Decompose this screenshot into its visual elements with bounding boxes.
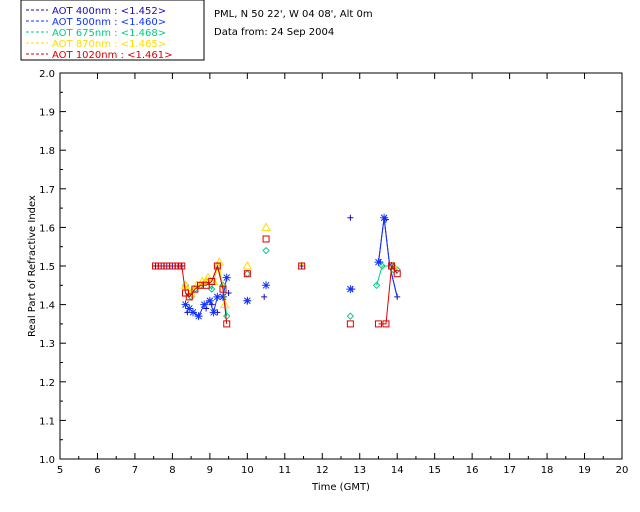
series-group <box>181 213 398 321</box>
x-tick-label: 11 <box>278 465 291 476</box>
data-point <box>189 308 198 317</box>
data-point <box>218 292 227 301</box>
legend-entry: AOT 500nm : <1.460> <box>52 17 166 28</box>
data-point <box>346 320 354 328</box>
y-tick-label: 1.0 <box>39 455 55 466</box>
series-group <box>152 235 401 328</box>
series-line-tail <box>378 217 398 298</box>
data-point <box>261 293 268 300</box>
data-point <box>180 280 191 289</box>
data-point <box>298 262 306 270</box>
data-point <box>262 246 270 255</box>
data-point <box>225 290 232 297</box>
data-point <box>178 262 186 270</box>
y-tick-label: 1.3 <box>39 339 55 350</box>
x-tick-label: 8 <box>169 465 175 476</box>
series-line <box>155 264 228 324</box>
y-axis-label: Real Part of Refractive Index <box>27 195 38 337</box>
data-point <box>203 272 213 282</box>
data-point <box>243 270 251 278</box>
y-tick-label: 1.9 <box>39 108 55 119</box>
data-point <box>378 262 386 270</box>
data-point <box>194 312 203 321</box>
y-tick-label: 1.1 <box>39 416 55 427</box>
data-point <box>174 262 182 270</box>
y-tick-label: 1.5 <box>39 262 55 273</box>
data-point <box>347 214 354 221</box>
legend-entry: AOT 1020nm : <1.461> <box>52 50 172 61</box>
y-tick-label: 1.7 <box>39 185 55 196</box>
x-tick-label: 18 <box>541 465 554 476</box>
data-point <box>222 273 231 282</box>
data-point <box>213 292 222 301</box>
x-tick-label: 16 <box>466 465 479 476</box>
data-point <box>200 300 209 309</box>
data-point <box>191 285 199 293</box>
data-point <box>209 308 218 317</box>
x-tick-label: 15 <box>428 465 441 476</box>
y-tick-label: 1.4 <box>39 301 55 312</box>
date-info: Data from: 24 Sep 2004 <box>214 27 334 38</box>
data-point <box>346 285 355 294</box>
data-point <box>208 277 216 285</box>
y-tick-label: 1.6 <box>39 223 55 234</box>
data-point <box>181 300 190 309</box>
x-tick-label: 13 <box>353 465 366 476</box>
legend-entry: AOT 400nm : <1.452> <box>52 6 166 17</box>
data-point <box>243 296 252 305</box>
data-point <box>380 213 389 222</box>
data-point <box>182 289 190 297</box>
y-tick-label: 1.8 <box>39 146 55 157</box>
x-tick-label: 7 <box>132 465 138 476</box>
data-point <box>243 270 252 278</box>
x-axis-label: Time (GMT) <box>311 482 370 493</box>
x-tick-label: 19 <box>578 465 591 476</box>
x-tick-label: 20 <box>616 465 629 476</box>
data-point <box>219 285 227 293</box>
data-point <box>262 235 270 243</box>
x-tick-label: 10 <box>241 465 254 476</box>
legend-entry: AOT 870nm : <1.465> <box>52 39 166 50</box>
data-point <box>205 296 214 305</box>
data-point <box>372 281 381 290</box>
data-point <box>374 258 383 267</box>
data-point <box>213 262 221 270</box>
data-point <box>262 281 271 290</box>
station-info: PML, N 50 22', W 04 08', Alt 0m <box>214 9 373 20</box>
x-tick-label: 9 <box>207 465 213 476</box>
data-point <box>346 312 355 320</box>
data-point <box>374 320 382 328</box>
data-point <box>242 260 253 270</box>
x-tick-label: 17 <box>503 465 516 476</box>
data-point <box>185 293 193 301</box>
series-layer <box>152 213 401 328</box>
data-point <box>393 270 401 278</box>
series-group <box>152 214 401 320</box>
data-point <box>208 285 216 293</box>
y-tick-label: 1.2 <box>39 378 55 389</box>
data-point <box>185 304 194 313</box>
data-point <box>214 257 225 266</box>
axis-ticks: 5 6 7 8 9 10 11 12 13 14 15 16 17 18 19 20 1.0 1.1 1.2 1.3 1… <box>39 69 628 476</box>
x-tick-label: 6 <box>94 465 100 476</box>
x-tick-label: 12 <box>316 465 329 476</box>
data-point <box>388 262 396 270</box>
data-point <box>382 320 390 328</box>
series-line-tail <box>378 264 398 325</box>
plot-frame <box>59 72 623 460</box>
data-point <box>223 312 231 320</box>
data-point <box>261 222 271 231</box>
y-tick-label: 2.0 <box>39 69 55 80</box>
x-tick-label: 14 <box>391 465 404 476</box>
legend-entry: AOT 675nm : <1.468> <box>52 28 166 39</box>
x-tick-label: 5 <box>57 465 63 476</box>
data-point <box>223 320 231 328</box>
legend: AOT 400nm : <1.452>AOT 500nm : <1.460>AO… <box>20 0 205 61</box>
data-point <box>202 281 210 289</box>
